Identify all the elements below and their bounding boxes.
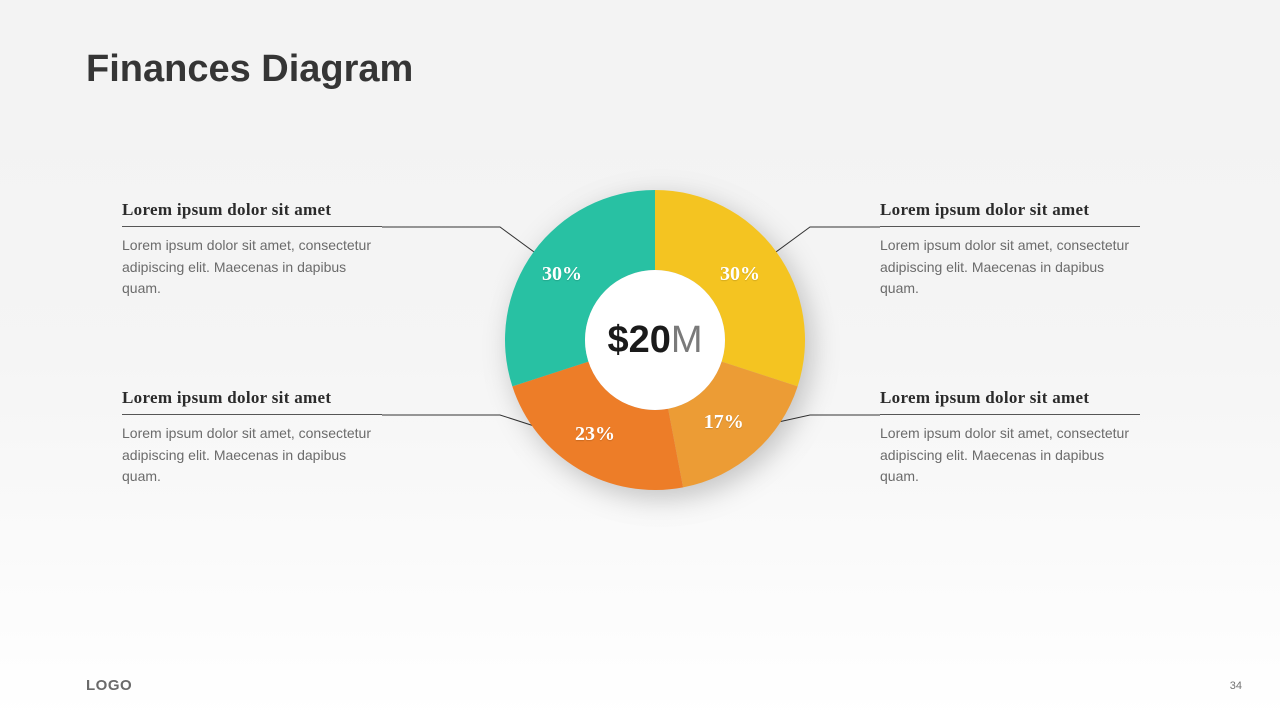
callout-title: Lorem ipsum dolor sit amet bbox=[122, 388, 382, 408]
slide-title: Finances Diagram bbox=[86, 48, 413, 91]
slide: Finances Diagram $20M 30%17%23%30% Lorem… bbox=[0, 0, 1280, 720]
donut-segment-label: 30% bbox=[720, 263, 760, 286]
callout-top-right: Lorem ipsum dolor sit amet Lorem ipsum d… bbox=[880, 200, 1140, 300]
callout-body: Lorem ipsum dolor sit amet, consectetur … bbox=[880, 423, 1140, 488]
donut-segment-label: 17% bbox=[704, 411, 744, 434]
callout-rule bbox=[122, 414, 382, 415]
donut-segment-label: 23% bbox=[575, 423, 615, 446]
footer-logo: LOGO bbox=[86, 677, 132, 694]
page-number: 34 bbox=[1230, 680, 1242, 692]
callout-body: Lorem ipsum dolor sit amet, consectetur … bbox=[122, 423, 382, 488]
callout-body: Lorem ipsum dolor sit amet, consectetur … bbox=[122, 235, 382, 300]
donut-segment-label: 30% bbox=[542, 263, 582, 286]
donut-chart: $20M 30%17%23%30% bbox=[505, 190, 805, 490]
callout-top-left: Lorem ipsum dolor sit amet Lorem ipsum d… bbox=[122, 200, 382, 300]
callout-bottom-right: Lorem ipsum dolor sit amet Lorem ipsum d… bbox=[880, 388, 1140, 488]
callout-body: Lorem ipsum dolor sit amet, consectetur … bbox=[880, 235, 1140, 300]
callout-bottom-left: Lorem ipsum dolor sit amet Lorem ipsum d… bbox=[122, 388, 382, 488]
callout-title: Lorem ipsum dolor sit amet bbox=[880, 388, 1140, 408]
callout-rule bbox=[880, 226, 1140, 227]
callout-rule bbox=[122, 226, 382, 227]
callout-title: Lorem ipsum dolor sit amet bbox=[122, 200, 382, 220]
callout-title: Lorem ipsum dolor sit amet bbox=[880, 200, 1140, 220]
callout-rule bbox=[880, 414, 1140, 415]
donut-center bbox=[585, 270, 725, 410]
